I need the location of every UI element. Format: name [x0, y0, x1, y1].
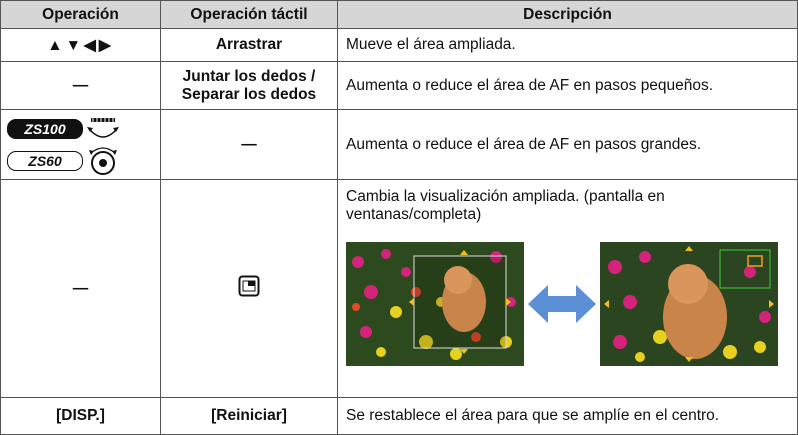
window-icon: [238, 275, 260, 297]
operation: ▲▼◀▶: [0, 28, 161, 62]
touch: Juntar los dedos / Separar los dedos: [160, 61, 338, 110]
description: Cambia la visualización ampliada. (panta…: [337, 179, 798, 398]
description-text: Cambia la visualización ampliada. (panta…: [346, 188, 665, 223]
photo-window: [346, 242, 524, 366]
header-row: Operación Operación táctil Descripción: [0, 0, 798, 29]
description: Se restablece el área para que se amplíe…: [337, 397, 798, 435]
swap-arrow: [528, 285, 596, 323]
operation: ZS100 ZS60: [0, 109, 161, 180]
model-badge: ZS100: [7, 118, 83, 139]
row: [DISP.] [Reiniciar] Se restablece el áre…: [0, 397, 798, 435]
operation: —: [0, 61, 161, 110]
header-cell: Operación: [0, 0, 161, 29]
touch: [160, 179, 338, 398]
model-badge: ZS60: [7, 150, 83, 171]
dial-icon: [89, 146, 117, 175]
photo-full: [600, 242, 778, 366]
row: — Cambia la visualización ampliada. (pan…: [0, 179, 798, 398]
description: Aumenta o reduce el área de AF en pasos …: [337, 61, 798, 110]
operation: [DISP.]: [0, 397, 161, 435]
description: Mueve el área ampliada.: [337, 28, 798, 62]
dial-icon: [87, 116, 119, 138]
touch: —: [160, 109, 338, 180]
description: Aumenta o reduce el área de AF en pasos …: [337, 109, 798, 180]
row: ZS100 ZS60 — Aumenta o reduce el área de…: [0, 109, 798, 180]
header-cell: Operación táctil: [160, 0, 338, 29]
row: — Juntar los dedos / Separar los dedos A…: [0, 61, 798, 110]
operation: —: [0, 179, 161, 398]
touch: Arrastrar: [160, 28, 338, 62]
header-cell: Descripción: [337, 0, 798, 29]
row: ▲▼◀▶ Arrastrar Mueve el área ampliada.: [0, 28, 798, 62]
touch: [Reiniciar]: [160, 397, 338, 435]
